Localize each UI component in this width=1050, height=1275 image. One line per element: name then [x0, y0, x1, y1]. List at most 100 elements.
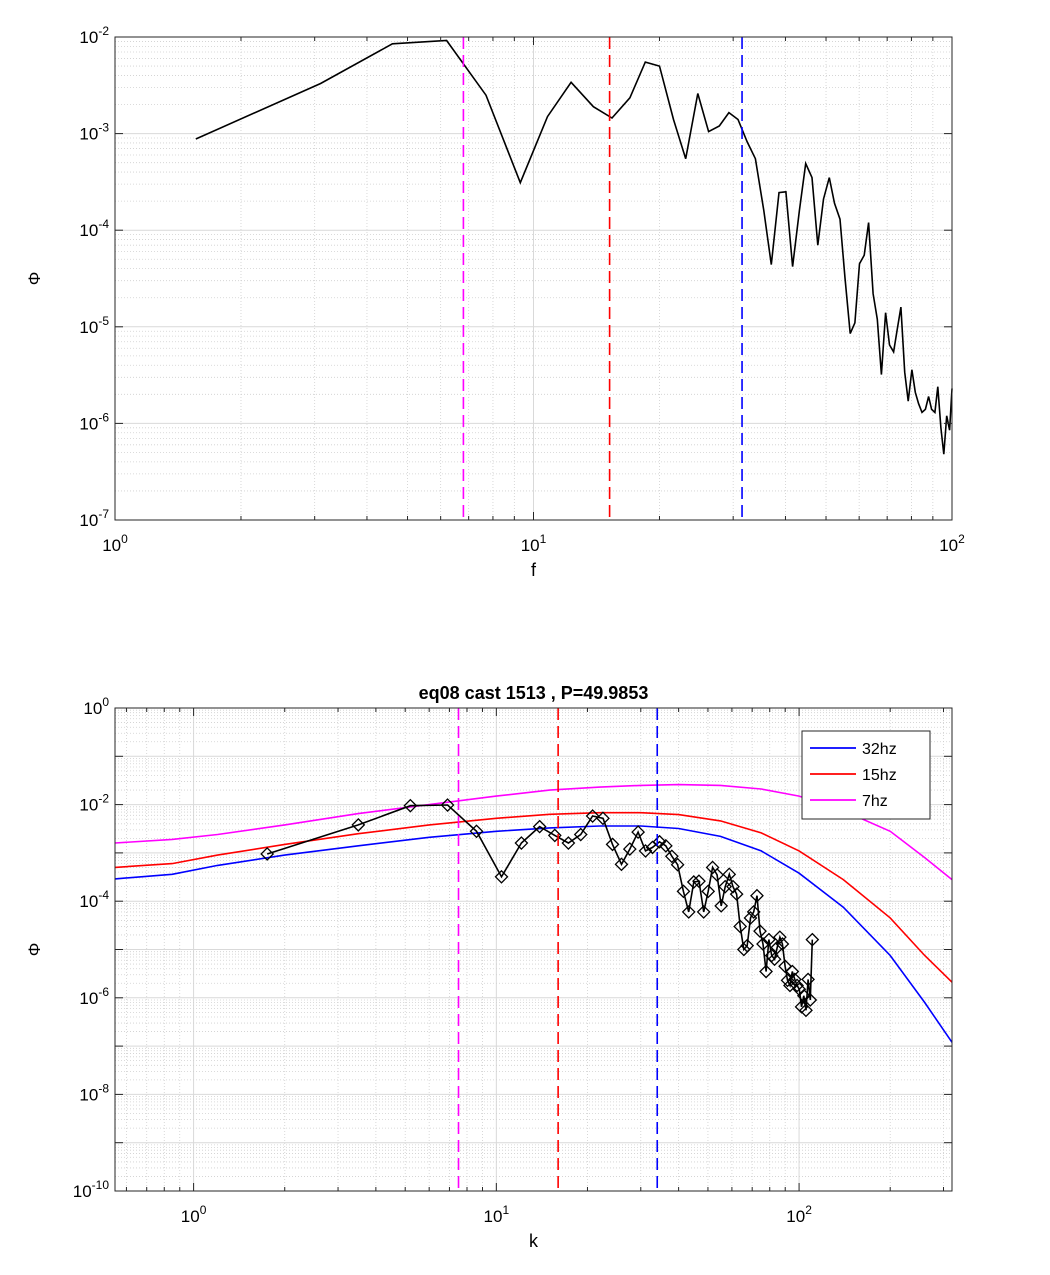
grid [115, 707, 952, 1192]
x-axis-label: f [531, 560, 537, 580]
data-point-marker [605, 837, 620, 852]
data-point-marker [585, 809, 600, 823]
data-point-marker [260, 847, 275, 861]
y-tick-label-base: 10 [79, 318, 98, 337]
series-32hz [114, 825, 953, 1043]
y-tick-label-base: 10 [79, 28, 98, 47]
data-point-marker [761, 932, 776, 947]
data-point-marker [778, 959, 792, 974]
series-line [114, 825, 953, 1043]
y-tick-label-exponent: -4 [98, 888, 109, 902]
y-tick-label: 10-4 [79, 217, 109, 240]
series-spectrum [195, 39, 953, 455]
data-point-marker [658, 838, 673, 853]
x-tick-label-exponent: 2 [958, 532, 965, 546]
data-point-marker [614, 857, 629, 872]
x-tick-label-exponent: 0 [200, 1203, 207, 1217]
series-line [195, 39, 953, 455]
data-point-marker [469, 824, 484, 839]
data-point-marker [746, 904, 761, 919]
data-point-marker [803, 993, 818, 1007]
data-point-marker [785, 964, 800, 979]
data-point-marker [686, 875, 701, 889]
data-point-marker [696, 904, 711, 919]
data-point-marker [743, 911, 758, 925]
y-tick-label: 10-3 [79, 121, 109, 144]
data-point-marker [676, 884, 691, 899]
series-measured-spectrum [260, 798, 820, 1018]
ticks [114, 36, 953, 521]
y-tick-label: 10-6 [79, 985, 109, 1008]
series-15hz [114, 811, 953, 983]
y-tick-label-base: 10 [79, 989, 98, 1008]
data-point-marker [403, 798, 418, 813]
y-tick-label-exponent: -5 [98, 314, 109, 328]
y-tick-label: 10-7 [79, 507, 109, 530]
x-tick-label: 102 [939, 532, 965, 555]
data-point-marker [561, 836, 576, 850]
data-point-marker [714, 898, 729, 913]
data-point-marker [596, 811, 610, 826]
y-tick-label-base: 10 [79, 125, 98, 144]
data-point-marker [767, 952, 782, 967]
x-axis-label: k [529, 1231, 539, 1251]
data-point-marker [787, 972, 802, 987]
legend-entry: 7hz [862, 793, 888, 810]
y-tick-label-exponent: -2 [98, 792, 109, 806]
y-tick-label-exponent: -4 [98, 217, 109, 231]
x-tick-label-base: 10 [484, 1207, 503, 1226]
legend: 32hz 15hz 7hz [801, 730, 931, 820]
data-point-marker [772, 930, 787, 945]
y-tick-label-base: 10 [79, 511, 98, 530]
y-tick-label-base: 10 [73, 1182, 92, 1201]
series-line [114, 811, 953, 983]
data-point-marker [750, 888, 764, 903]
data-point-marker [722, 867, 737, 882]
x-tick-label: 101 [484, 1203, 510, 1226]
data-point-marker [753, 924, 767, 939]
y-tick-label-base: 10 [79, 796, 98, 815]
y-tick-label-exponent: -6 [98, 985, 109, 999]
data-point-marker [652, 834, 667, 849]
data-point-marker [622, 842, 637, 856]
y-tick-label: 10-2 [79, 792, 109, 815]
y-tick-label-exponent: -2 [98, 24, 109, 38]
series-line [266, 804, 814, 1011]
data-point-marker [729, 887, 744, 902]
data-point-marker [638, 843, 653, 858]
data-point-marker [494, 869, 509, 884]
data-point-marker [351, 817, 366, 832]
x-tick-label-exponent: 1 [540, 532, 547, 546]
x-tick-label-base: 10 [939, 536, 958, 555]
data-point-marker [796, 988, 811, 1003]
y-tick-label-base: 10 [79, 892, 98, 911]
y-tick-label-exponent: -7 [98, 507, 109, 521]
y-tick-label-base: 10 [79, 414, 98, 433]
chart-title: eq08 cast 1513 , P=49.9853 [419, 683, 649, 703]
data-point-marker [692, 874, 706, 889]
data-point-marker [805, 932, 820, 947]
y-tick-label-base: 10 [79, 1085, 98, 1104]
data-point-marker [770, 940, 785, 955]
y-axis-label: Φ [25, 943, 44, 957]
x-tick-label-base: 10 [786, 1207, 805, 1226]
data-point-marker [547, 828, 562, 843]
x-tick-label-base: 10 [102, 536, 121, 555]
x-tick-label: 102 [786, 1203, 812, 1226]
y-tick-label-exponent: 0 [102, 695, 109, 709]
x-tick-label-exponent: 2 [805, 1203, 812, 1217]
legend-entry: 15hz [862, 767, 897, 784]
x-tick-label: 100 [102, 532, 128, 555]
data-point-marker [514, 836, 529, 850]
legend-entry: 32hz [862, 741, 897, 758]
y-tick-label: 10-4 [79, 888, 109, 911]
data-point-marker [799, 1003, 813, 1018]
data-point-marker [736, 942, 751, 957]
x-tick-label-exponent: 0 [121, 532, 128, 546]
data-point-marker [801, 972, 816, 987]
y-tick-label-exponent: -3 [98, 121, 109, 135]
data-point-marker [792, 982, 807, 997]
data-point-marker [532, 819, 547, 834]
data-point-marker [573, 827, 588, 842]
